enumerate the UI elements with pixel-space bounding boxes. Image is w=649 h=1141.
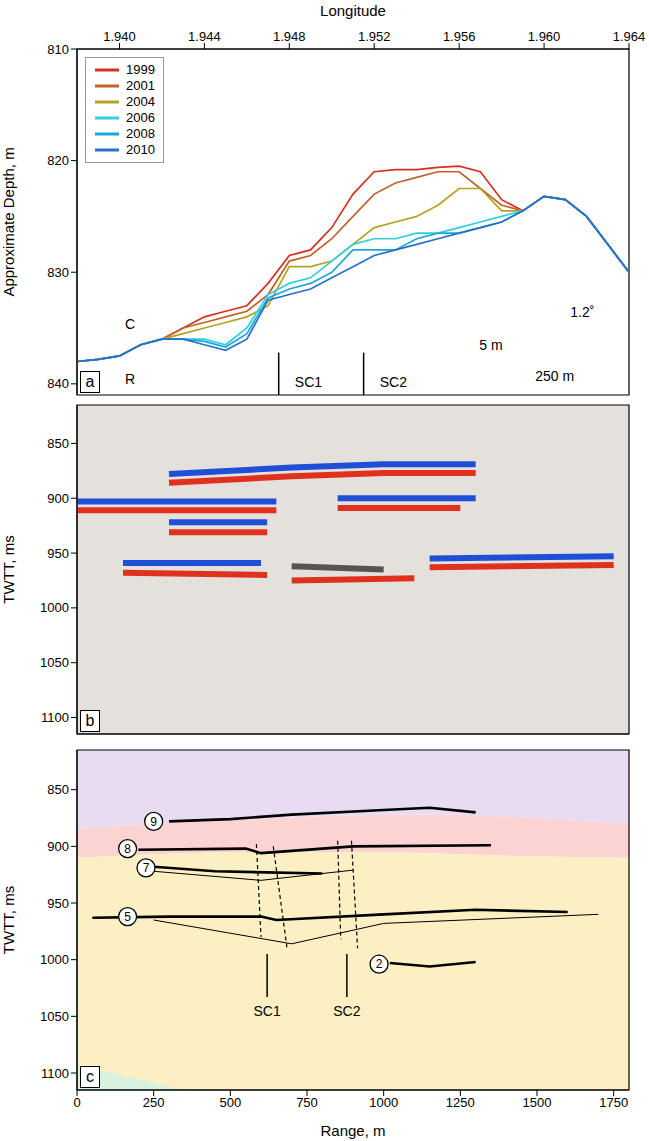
svg-text:850: 850 — [47, 782, 69, 797]
html-text:2001: 2001 — [126, 78, 155, 93]
svg-text:1.2˚: 1.2˚ — [570, 304, 594, 320]
svg-text:1.944: 1.944 — [188, 29, 221, 44]
svg-text:1100: 1100 — [41, 1066, 69, 1081]
svg-text:TWTT, ms: TWTT, ms — [0, 535, 17, 603]
svg-text:SC2: SC2 — [333, 1003, 360, 1019]
html-text:2004: 2004 — [126, 94, 155, 109]
svg-text:1250: 1250 — [446, 1095, 475, 1110]
svg-text:1.940: 1.940 — [103, 29, 136, 44]
svg-text:2: 2 — [376, 957, 383, 971]
svg-text:950: 950 — [47, 896, 69, 911]
svg-text:0: 0 — [73, 1095, 80, 1110]
svg-text:810: 810 — [47, 42, 69, 57]
svg-text:820: 820 — [47, 153, 69, 168]
svg-text:1000: 1000 — [40, 952, 69, 967]
svg-text:500: 500 — [219, 1095, 241, 1110]
html-text:a: a — [85, 373, 95, 390]
svg-text:250 m: 250 m — [535, 368, 574, 384]
svg-text:R: R — [125, 371, 135, 387]
html-text:2008: 2008 — [126, 126, 155, 141]
svg-text:TWTT, ms: TWTT, ms — [0, 886, 17, 954]
html-text:b: b — [85, 712, 95, 729]
svg-text:Approximate Depth, m: Approximate Depth, m — [0, 147, 17, 296]
svg-text:1100: 1100 — [41, 710, 69, 725]
svg-text:1.964: 1.964 — [613, 29, 646, 44]
svg-text:840: 840 — [47, 376, 69, 391]
svg-text:1050: 1050 — [40, 655, 69, 670]
svg-text:1.956: 1.956 — [443, 29, 476, 44]
svg-text:1.948: 1.948 — [273, 29, 306, 44]
svg-text:830: 830 — [47, 265, 69, 280]
svg-text:1.960: 1.960 — [528, 29, 561, 44]
svg-text:Range, m: Range, m — [320, 1122, 385, 1139]
svg-text:950: 950 — [47, 546, 69, 561]
svg-text:850: 850 — [47, 436, 69, 451]
svg-text:1000: 1000 — [369, 1095, 398, 1110]
svg-text:900: 900 — [47, 491, 69, 506]
svg-text:5 m: 5 m — [479, 337, 502, 353]
svg-text:9: 9 — [150, 815, 157, 829]
svg-text:1500: 1500 — [523, 1095, 552, 1110]
html-text:1999: 1999 — [126, 62, 155, 77]
svg-text:SC2: SC2 — [380, 374, 407, 390]
svg-text:SC1: SC1 — [254, 1003, 281, 1019]
svg-text:1000: 1000 — [40, 600, 69, 615]
html-text:2006: 2006 — [126, 110, 155, 125]
svg-text:C: C — [125, 316, 135, 332]
svg-text:7: 7 — [143, 861, 150, 875]
svg-text:SC1: SC1 — [295, 374, 322, 390]
svg-text:Longitude: Longitude — [320, 2, 386, 19]
svg-text:5: 5 — [124, 910, 131, 924]
svg-text:250: 250 — [143, 1095, 165, 1110]
svg-text:8: 8 — [124, 842, 131, 856]
svg-text:750: 750 — [296, 1095, 318, 1110]
svg-text:1.952: 1.952 — [358, 29, 391, 44]
html-text:2010: 2010 — [126, 142, 155, 157]
svg-text:1750: 1750 — [599, 1095, 628, 1110]
svg-text:1050: 1050 — [40, 1009, 69, 1024]
html-text:c: c — [86, 1068, 94, 1085]
svg-text:900: 900 — [47, 839, 69, 854]
